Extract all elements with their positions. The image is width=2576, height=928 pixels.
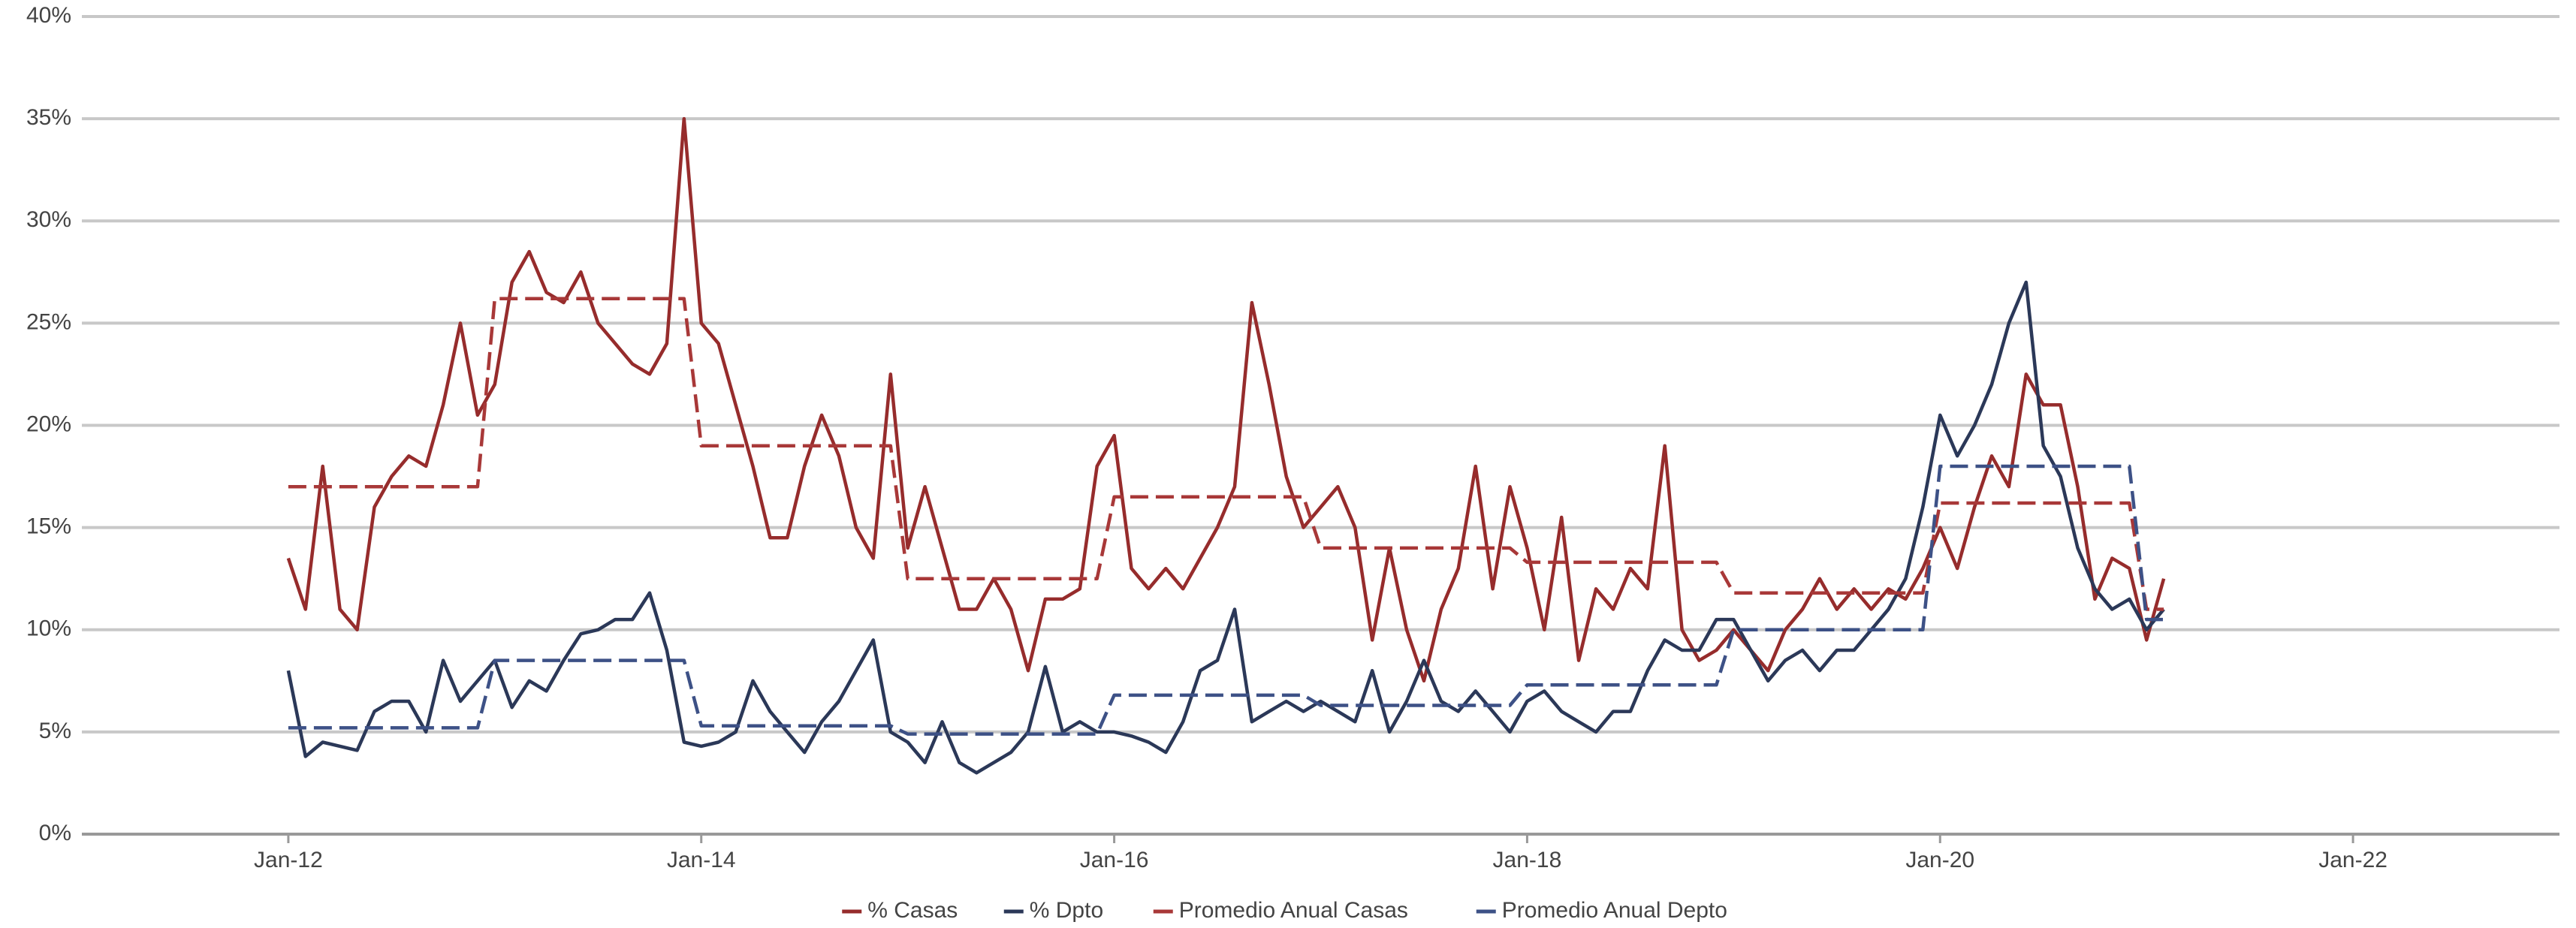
y-tick-label: 35% <box>26 105 71 130</box>
y-tick-label: 5% <box>39 719 71 743</box>
x-tick-label: Jan-16 <box>1080 848 1149 872</box>
x-tick-label: Jan-18 <box>1493 848 1562 872</box>
y-tick-label: 20% <box>26 411 71 436</box>
series-line <box>288 464 2164 736</box>
legend-label: % Casas <box>867 898 958 923</box>
x-tick-label: Jan-20 <box>1905 848 1974 872</box>
legend-label: Promedio Anual Casas <box>1179 898 1408 923</box>
y-tick-label: 40% <box>26 3 71 28</box>
y-tick-label: 10% <box>26 616 71 641</box>
x-tick-label: Jan-22 <box>2318 848 2387 872</box>
legend-label: Promedio Anual Depto <box>1502 898 1727 923</box>
series-line <box>286 280 2165 775</box>
series-line <box>288 297 2164 611</box>
y-tick-label: 0% <box>39 821 71 845</box>
x-tick-label: Jan-14 <box>667 848 736 872</box>
legend-label: % Dpto <box>1030 898 1103 923</box>
series-line <box>286 116 2166 683</box>
x-tick-label: Jan-12 <box>254 848 323 872</box>
y-tick-label: 15% <box>26 514 71 539</box>
y-tick-label: 30% <box>26 207 71 232</box>
y-tick-label: 25% <box>26 309 71 334</box>
